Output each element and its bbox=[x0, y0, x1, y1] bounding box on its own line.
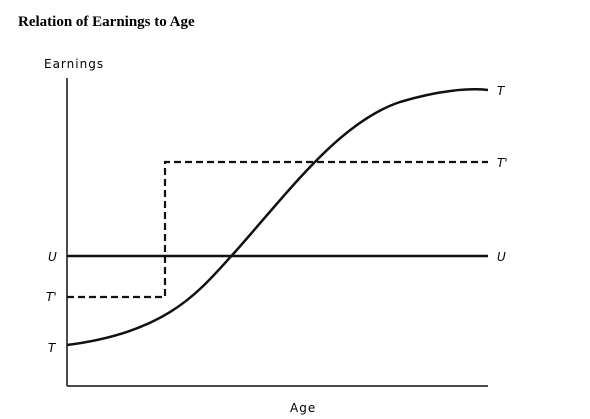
x-axis-label: Age bbox=[290, 401, 316, 415]
curve-label: U bbox=[48, 250, 57, 264]
curve-label: U bbox=[497, 250, 506, 264]
curve-label: T' bbox=[497, 156, 508, 170]
curve-label: T bbox=[48, 341, 57, 355]
title: Relation of Earnings to Age bbox=[18, 14, 195, 30]
curve-t-prime bbox=[67, 160, 488, 299]
curve-t bbox=[66, 88, 489, 347]
y-axis-label: Earnings bbox=[44, 57, 104, 71]
curve-label: T' bbox=[46, 290, 57, 304]
curve-label: T bbox=[497, 84, 506, 98]
